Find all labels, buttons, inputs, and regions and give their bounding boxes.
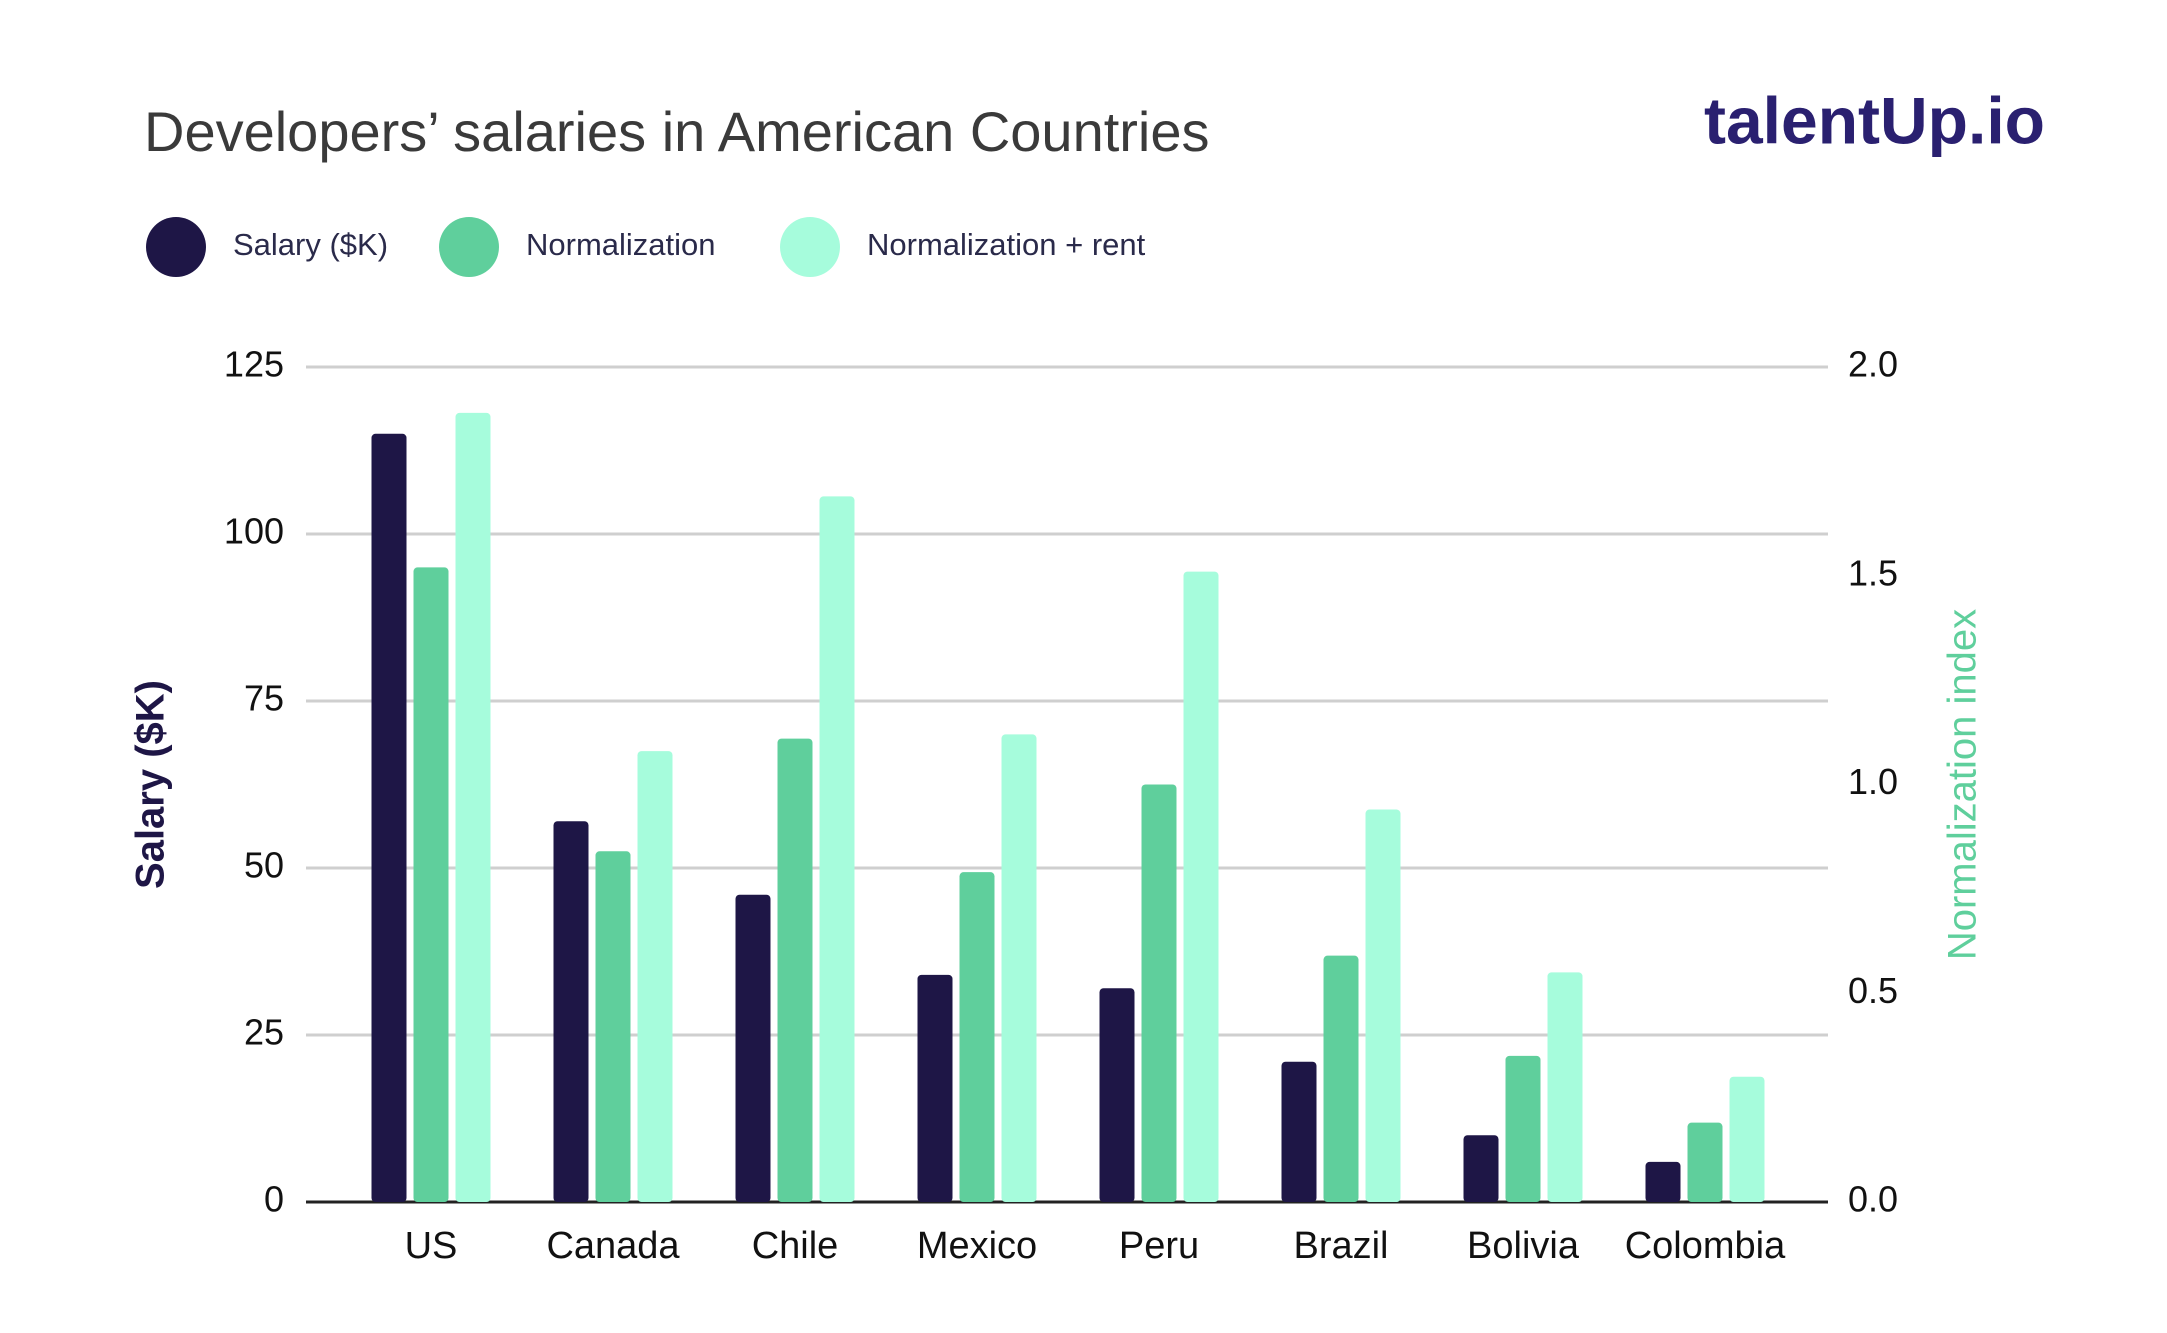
- bar: [1365, 809, 1401, 1202]
- bar: [1729, 1076, 1765, 1202]
- x-tick-label: Chile: [752, 1225, 839, 1267]
- bar: [1183, 571, 1219, 1202]
- x-tick-label: Peru: [1119, 1225, 1199, 1267]
- y2-tick-label: 0.0: [1848, 1179, 1898, 1220]
- bar: [1463, 1135, 1499, 1202]
- y2-axis-title: Normalization index: [1941, 609, 1985, 960]
- bar: [1141, 784, 1177, 1202]
- bar: [819, 496, 855, 1202]
- bar: [413, 567, 449, 1202]
- bar: [1547, 972, 1583, 1202]
- bar: [553, 821, 589, 1202]
- legend-label: Normalization: [526, 227, 716, 262]
- y2-tick-label: 0.5: [1848, 970, 1898, 1011]
- y-tick-label: 125: [224, 344, 284, 385]
- y2-tick-label: 2.0: [1848, 344, 1898, 385]
- legend-swatch: [146, 217, 206, 277]
- x-tick-label: Colombia: [1625, 1225, 1786, 1267]
- bar: [371, 433, 407, 1202]
- bar: [959, 872, 995, 1202]
- logo: talentUp.io: [1704, 83, 2045, 157]
- x-tick-label: Brazil: [1293, 1225, 1388, 1267]
- x-tick-label: Mexico: [917, 1225, 1037, 1267]
- y2-tick-label: 1.0: [1848, 761, 1898, 802]
- bar: [637, 751, 673, 1202]
- y-tick-label: 25: [244, 1012, 284, 1053]
- y2-tick-label: 1.5: [1848, 552, 1898, 593]
- bar: [1099, 988, 1135, 1202]
- legend-label: Salary ($K): [233, 227, 388, 262]
- bar: [1323, 955, 1359, 1202]
- y-tick-label: 50: [244, 845, 284, 886]
- bar: [1687, 1122, 1723, 1202]
- bar: [917, 974, 953, 1202]
- x-tick-label: Canada: [546, 1225, 680, 1267]
- y-axis-title: Salary ($K): [129, 680, 173, 889]
- bar: [1505, 1055, 1541, 1202]
- bar: [1281, 1061, 1317, 1202]
- y-tick-label: 100: [224, 511, 284, 552]
- bar: [735, 894, 771, 1202]
- bar: [595, 851, 631, 1202]
- legend-swatch: [439, 217, 499, 277]
- chart-title: Developers’ salaries in American Countri…: [144, 100, 1210, 163]
- x-tick-label: US: [405, 1225, 458, 1267]
- x-tick-label: Bolivia: [1467, 1225, 1580, 1267]
- y-tick-label: 75: [244, 678, 284, 719]
- bar: [455, 412, 491, 1202]
- bar: [1645, 1161, 1681, 1202]
- y-tick-label: 0: [264, 1179, 284, 1220]
- legend-swatch: [780, 217, 840, 277]
- bar: [1001, 734, 1037, 1202]
- legend-label: Normalization + rent: [867, 227, 1146, 262]
- bar: [777, 738, 813, 1202]
